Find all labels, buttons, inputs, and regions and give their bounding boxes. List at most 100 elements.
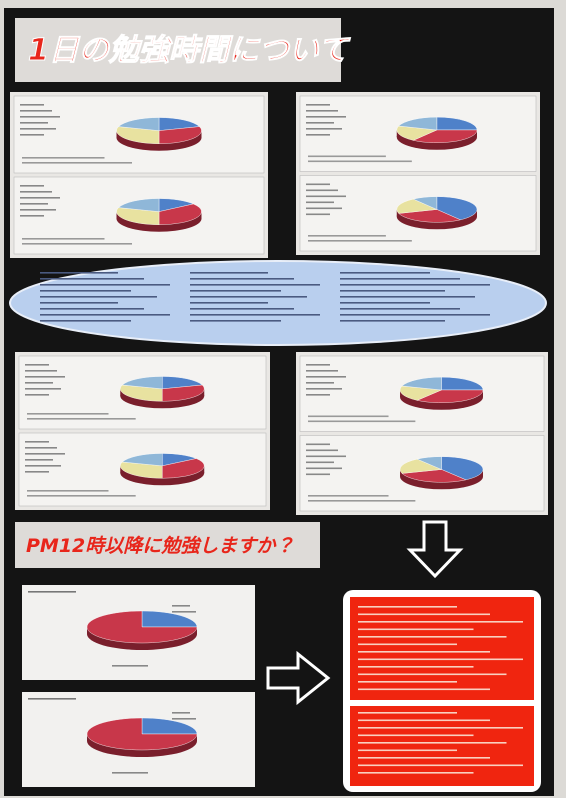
- text-line: [20, 209, 56, 211]
- text-line: [308, 500, 416, 502]
- pie-slice: [441, 376, 484, 391]
- text-line: [358, 757, 490, 759]
- pie-slice: [86, 717, 198, 751]
- pie-slice: [401, 469, 467, 483]
- text-line: [306, 382, 334, 384]
- text-line: [190, 272, 268, 274]
- text-line: [358, 658, 523, 661]
- pie-slice: [116, 207, 160, 225]
- pie-slice: [412, 196, 438, 210]
- text-line: [25, 453, 65, 455]
- pie-slice: [416, 456, 442, 470]
- text-line: [22, 238, 105, 240]
- text-line: [20, 185, 44, 187]
- text-line: [25, 465, 61, 467]
- pie-slice: [120, 461, 163, 479]
- text-line: [308, 495, 389, 497]
- text-line: [306, 394, 330, 396]
- pie-slice: [416, 389, 484, 404]
- text-line: [340, 320, 445, 322]
- text-line: [27, 413, 109, 415]
- text-line: [358, 681, 457, 683]
- text-line: [340, 308, 460, 310]
- text-line: [25, 459, 53, 461]
- section-title: PM12時以降に勉強しますか？: [26, 535, 294, 557]
- text-line: [358, 772, 474, 774]
- pie-slice: [121, 453, 163, 467]
- text-line: [358, 613, 490, 616]
- text-line: [40, 284, 170, 286]
- text-line: [358, 673, 507, 676]
- text-line: [40, 278, 144, 280]
- pie-slice: [396, 198, 438, 214]
- text-line: [22, 157, 105, 159]
- text-line: [25, 376, 65, 378]
- text-line: [25, 441, 49, 443]
- pie-slice: [399, 385, 442, 401]
- text-line: [28, 591, 76, 593]
- pie-slice: [118, 198, 160, 212]
- pie-slice: [398, 116, 438, 131]
- text-line: [358, 651, 490, 653]
- pie-slice: [86, 610, 198, 644]
- text-line: [40, 320, 131, 322]
- pie-slice: [118, 117, 160, 131]
- text-line: [112, 665, 148, 667]
- text-line: [306, 443, 330, 446]
- text-line: [306, 189, 338, 192]
- text-line: [40, 308, 144, 310]
- text-line: [306, 449, 338, 452]
- text-line: [172, 712, 190, 714]
- text-line: [308, 235, 386, 237]
- text-line: [190, 314, 320, 316]
- text-line: [190, 320, 281, 322]
- text-line: [190, 308, 294, 310]
- text-line: [28, 698, 76, 700]
- text-line: [20, 197, 60, 199]
- text-line: [306, 370, 338, 372]
- text-line: [308, 160, 412, 163]
- text-line: [25, 370, 57, 372]
- text-line: [190, 278, 294, 280]
- pie-slice: [121, 376, 163, 390]
- text-line: [306, 201, 334, 204]
- text-line: [358, 749, 457, 752]
- text-line: [172, 611, 196, 613]
- text-line: [20, 191, 52, 193]
- text-line: [190, 290, 281, 292]
- text-line: [190, 284, 320, 286]
- text-line: [190, 302, 268, 304]
- text-line: [306, 122, 334, 124]
- text-line: [358, 621, 523, 623]
- text-line: [40, 290, 131, 292]
- pie-slice: [398, 209, 462, 223]
- pie-slice: [120, 384, 163, 402]
- pie-slice: [162, 458, 205, 479]
- text-line: [358, 742, 507, 744]
- text-line: [112, 772, 148, 774]
- text-line: [25, 364, 49, 366]
- pie-slice: [399, 458, 442, 474]
- text-line: [340, 314, 490, 316]
- text-line: [40, 272, 118, 274]
- text-line: [20, 128, 56, 130]
- text-line: [306, 461, 334, 464]
- pie-slice: [436, 196, 478, 221]
- text-line: [25, 382, 53, 384]
- text-line: [27, 490, 109, 492]
- pie-slice: [396, 125, 438, 141]
- text-line: [358, 719, 490, 722]
- text-line: [340, 290, 445, 292]
- text-line: [306, 128, 342, 130]
- pie-slice: [436, 116, 478, 131]
- text-line: [306, 134, 330, 136]
- text-line: [308, 240, 412, 242]
- text-line: [358, 606, 457, 608]
- text-line: [20, 116, 60, 118]
- text-line: [306, 116, 346, 118]
- pie-slice: [141, 717, 198, 735]
- text-line: [358, 727, 523, 729]
- text-line: [172, 605, 190, 607]
- pie-slice: [441, 456, 484, 481]
- text-line: [306, 388, 342, 390]
